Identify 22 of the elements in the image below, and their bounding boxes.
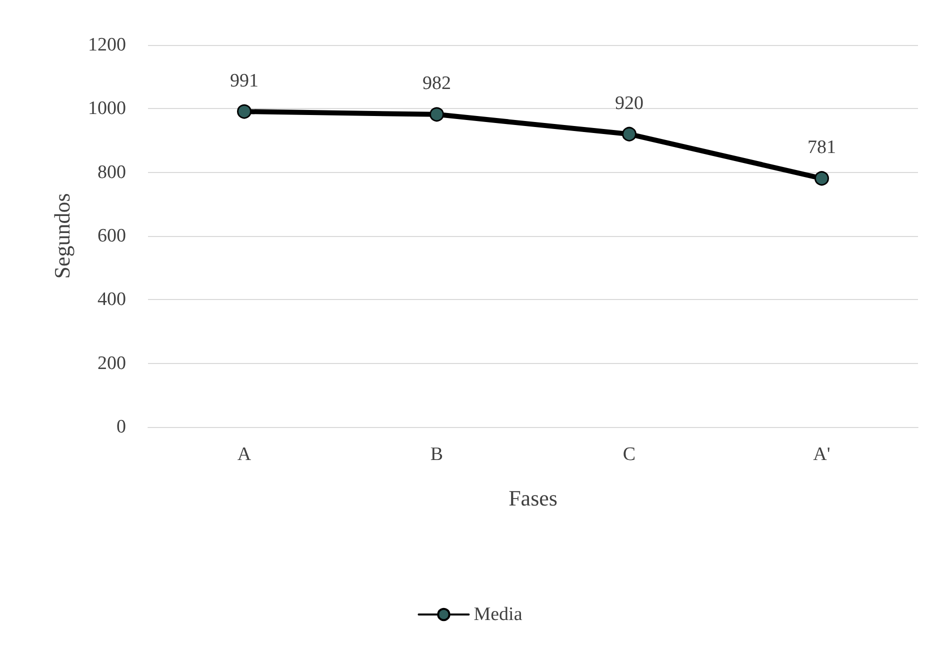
- x-tick-label: B: [430, 444, 444, 465]
- legend-label: Media: [474, 604, 523, 625]
- x-tick-label: A: [237, 444, 252, 465]
- y-tick-label: 800: [98, 162, 126, 183]
- y-tick-label: 1200: [88, 34, 126, 56]
- y-axis-title: Segundos: [50, 193, 74, 279]
- data-label: 920: [615, 92, 644, 114]
- data-label: 781: [808, 137, 836, 158]
- point: [622, 126, 636, 142]
- y-tick-label: 200: [98, 352, 126, 374]
- data-label: 982: [422, 73, 451, 94]
- point: [430, 107, 444, 122]
- x-tick-label: C: [622, 444, 636, 465]
- x-tick-label: A': [813, 444, 830, 465]
- data-label: 991: [230, 70, 258, 92]
- point: [814, 171, 829, 186]
- y-tick-label: 400: [98, 289, 126, 310]
- point: [237, 104, 252, 119]
- y-tick-label: 0: [116, 416, 126, 438]
- y-tick-label: 600: [98, 226, 126, 246]
- y-tick-label: 1000: [88, 98, 126, 120]
- x-axis-title: Fases: [508, 486, 558, 510]
